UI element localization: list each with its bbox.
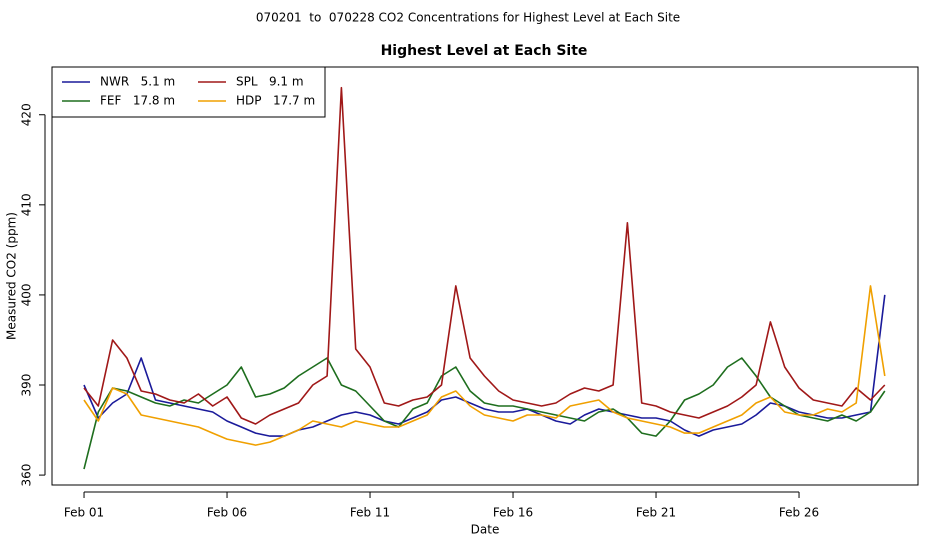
legend-label: NWR 5.1 m: [100, 75, 175, 89]
x-axis-label: Date: [471, 523, 500, 537]
x-tick-label: Feb 21: [636, 506, 676, 520]
x-tick-label: Feb 06: [207, 506, 247, 520]
y-tick-label: 400: [20, 283, 34, 306]
x-tick-label: Feb 01: [64, 506, 104, 520]
x-tick-label: Feb 16: [493, 506, 533, 520]
y-tick-label: 360: [20, 464, 34, 487]
y-tick-label: 390: [20, 374, 34, 397]
chart-title: 070201 to 070228 CO2 Concentrations for …: [256, 11, 680, 25]
data-line: [83, 285, 886, 446]
data-line: [83, 294, 886, 437]
x-tick-label: Feb 11: [350, 506, 390, 520]
y-axis-label: Measured CO2 (ppm): [5, 212, 19, 340]
legend-label: FEF 17.8 m: [100, 94, 175, 108]
y-tick-label: 420: [20, 103, 34, 126]
y-tick-label: 410: [20, 193, 34, 216]
data-line: [83, 357, 886, 470]
legend-box: [51, 66, 326, 118]
x-tick-label: Feb 26: [779, 506, 819, 520]
legend-label: SPL 9.1 m: [236, 75, 304, 89]
plot-frame: [51, 66, 919, 486]
chart-subtitle: Highest Level at Each Site: [381, 43, 588, 59]
legend-label: HDP 17.7 m: [236, 94, 315, 108]
data-line: [83, 86, 886, 425]
